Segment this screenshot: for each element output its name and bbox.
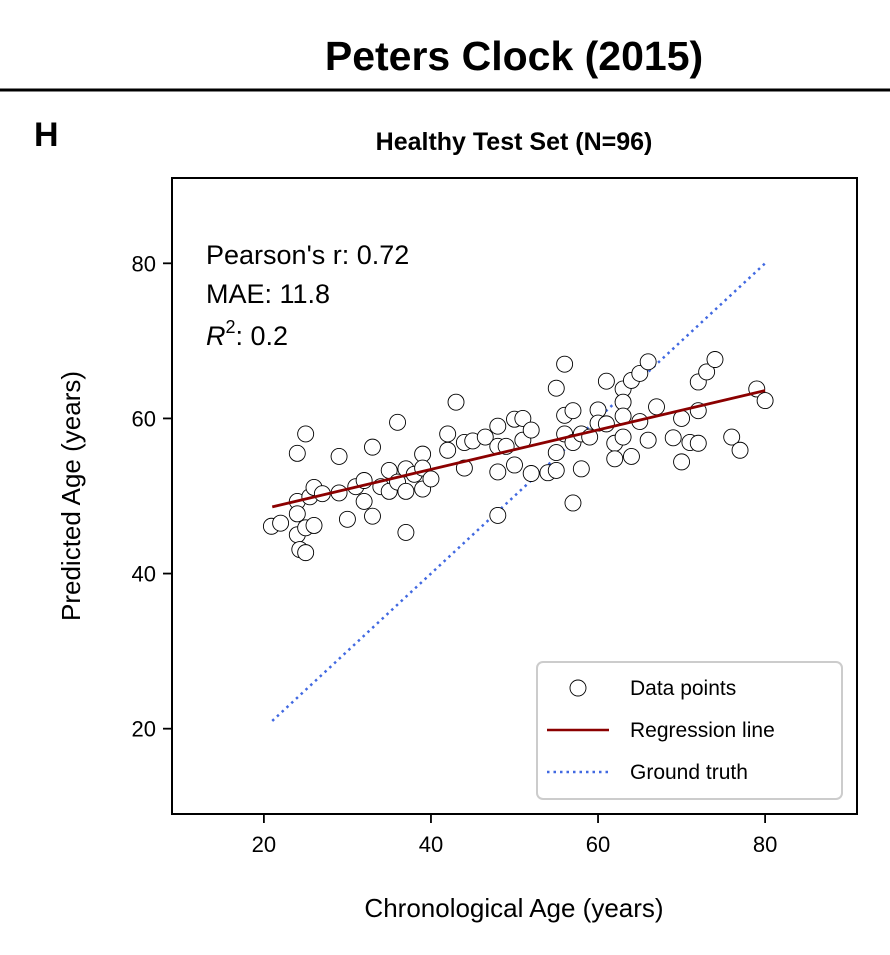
mae-stat: MAE: 11.8	[206, 279, 330, 309]
data-point	[272, 514, 290, 532]
data-point	[689, 434, 707, 452]
data-point	[364, 438, 381, 456]
data-point	[639, 353, 657, 371]
data-point	[489, 463, 507, 481]
data-point	[355, 492, 373, 510]
data-point	[648, 398, 665, 416]
x-tick-label: 80	[753, 832, 777, 857]
data-point	[698, 363, 716, 381]
r2-stat: R2: 0.2	[206, 317, 288, 351]
r2-symbol: R	[206, 321, 226, 351]
regression-line	[271, 389, 766, 509]
data-point	[506, 456, 523, 474]
data-point	[288, 505, 306, 523]
data-point	[564, 402, 582, 420]
data-point	[673, 453, 691, 471]
x-axis-label: Chronological Age (years)	[364, 893, 663, 923]
data-point	[489, 417, 507, 435]
data-point	[731, 441, 749, 459]
stats-annotation: Pearson's r: 0.72 MAE: 11.8 R2: 0.2	[206, 240, 409, 351]
data-point	[514, 409, 532, 427]
data-point	[547, 444, 565, 462]
data-point	[631, 365, 649, 382]
legend-label-regression: Regression line	[630, 719, 775, 742]
data-point	[723, 428, 741, 446]
data-point	[639, 431, 657, 449]
data-point	[522, 465, 540, 482]
data-point	[389, 413, 406, 431]
y-tick-label: 40	[132, 562, 156, 587]
data-point	[297, 425, 315, 443]
pearson-stat: Pearson's r: 0.72	[206, 240, 409, 270]
data-point	[623, 447, 640, 465]
data-point	[614, 428, 632, 446]
data-point	[664, 429, 682, 447]
data-point	[606, 450, 624, 468]
panel-letter: H	[34, 116, 59, 154]
data-point	[422, 470, 440, 488]
ground-truth-line	[271, 262, 766, 722]
legend-label-ground-truth: Ground truth	[630, 761, 748, 784]
ground-truth-layer	[271, 262, 766, 722]
data-points-layer	[262, 351, 774, 562]
data-point	[397, 524, 415, 541]
data-point	[439, 441, 457, 459]
data-point	[447, 393, 465, 411]
legend-box	[536, 661, 843, 800]
data-point	[564, 494, 582, 512]
x-tick-label: 40	[419, 832, 443, 857]
data-point	[522, 421, 540, 439]
data-point	[597, 372, 615, 390]
data-point	[364, 507, 381, 525]
data-point	[756, 392, 774, 410]
legend: Data points Regression line Ground truth	[536, 661, 843, 800]
data-point	[338, 510, 356, 528]
data-point	[572, 460, 590, 478]
y-tick-label: 60	[132, 406, 156, 431]
data-point	[547, 461, 565, 479]
data-point	[489, 506, 507, 524]
r2-value: : 0.2	[236, 321, 289, 351]
figure-title: Peters Clock (2015)	[325, 33, 703, 79]
legend-label-data-points: Data points	[630, 677, 736, 700]
x-tick-label: 20	[252, 832, 276, 857]
data-point	[556, 355, 574, 373]
data-point	[330, 447, 348, 465]
r2-superscript: 2	[226, 317, 236, 337]
data-point	[476, 428, 494, 446]
data-point	[297, 544, 315, 562]
data-point	[288, 444, 306, 462]
x-tick-label: 60	[586, 832, 610, 857]
regression-layer	[271, 389, 766, 509]
y-axis-label: Predicted Age (years)	[56, 371, 86, 621]
axis-ticks: 20 40 60 80 20 40 60 80	[132, 251, 778, 857]
data-point	[706, 351, 724, 368]
chart-title: Healthy Test Set (N=96)	[376, 128, 653, 156]
y-tick-label: 20	[132, 717, 156, 742]
data-point	[439, 425, 457, 443]
data-point	[547, 379, 565, 397]
data-point	[305, 517, 323, 534]
data-point	[397, 482, 415, 500]
y-tick-label: 80	[132, 251, 156, 276]
legend-marker-data-points	[569, 679, 587, 697]
